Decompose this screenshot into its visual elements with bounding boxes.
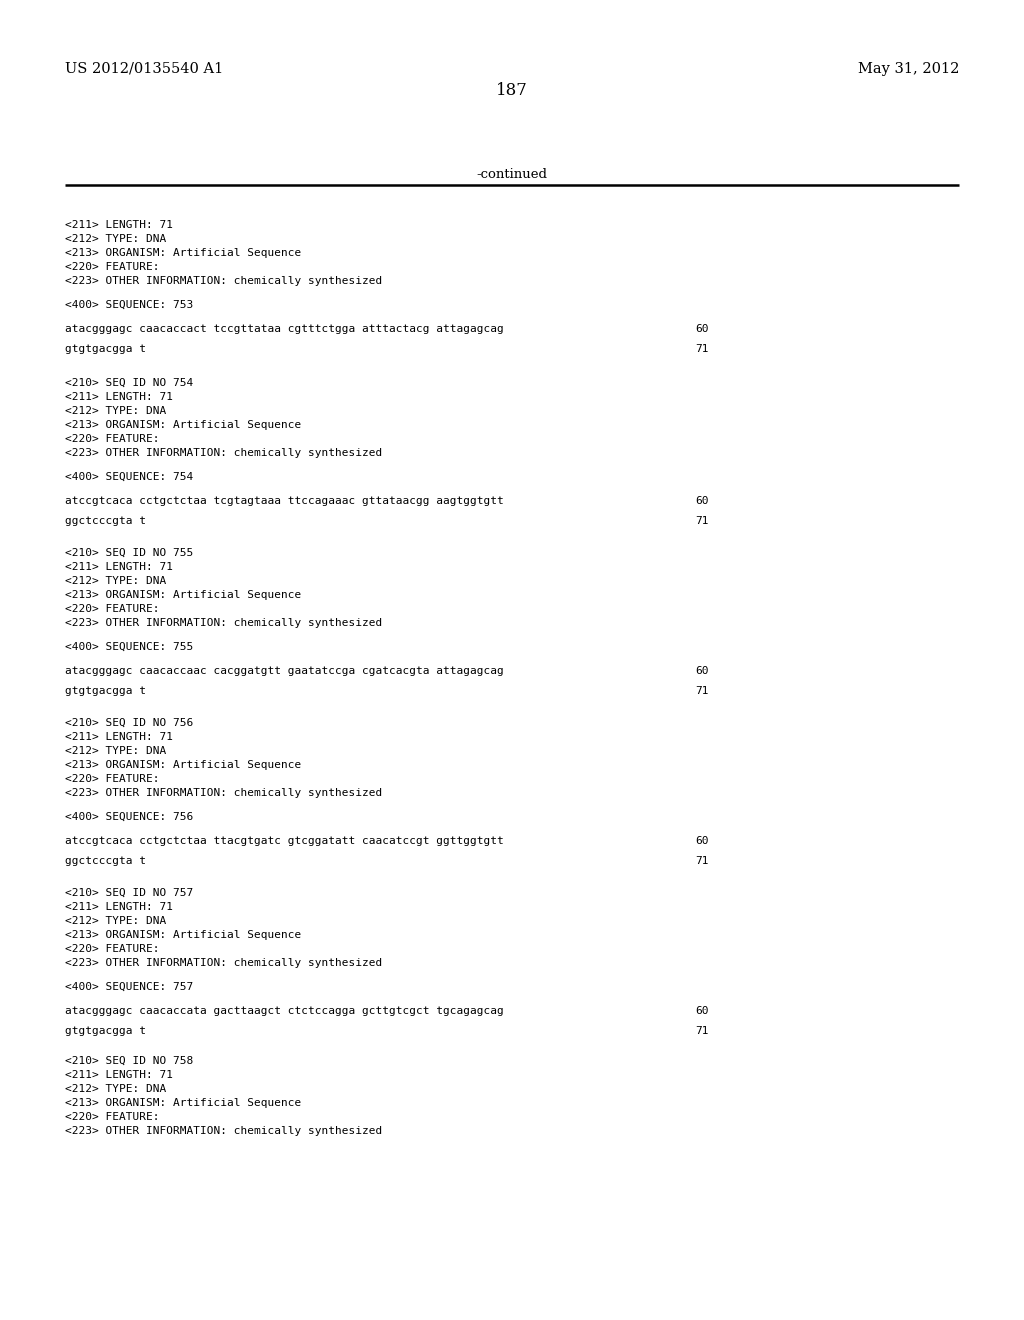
- Text: <220> FEATURE:: <220> FEATURE:: [65, 605, 160, 614]
- Text: <212> TYPE: DNA: <212> TYPE: DNA: [65, 1084, 166, 1094]
- Text: gtgtgacgga t: gtgtgacgga t: [65, 686, 146, 696]
- Text: 71: 71: [695, 855, 709, 866]
- Text: <213> ORGANISM: Artificial Sequence: <213> ORGANISM: Artificial Sequence: [65, 931, 301, 940]
- Text: <213> ORGANISM: Artificial Sequence: <213> ORGANISM: Artificial Sequence: [65, 1098, 301, 1107]
- Text: <223> OTHER INFORMATION: chemically synthesized: <223> OTHER INFORMATION: chemically synt…: [65, 276, 382, 286]
- Text: <210> SEQ ID NO 754: <210> SEQ ID NO 754: [65, 378, 194, 388]
- Text: ggctcccgta t: ggctcccgta t: [65, 855, 146, 866]
- Text: 71: 71: [695, 686, 709, 696]
- Text: <212> TYPE: DNA: <212> TYPE: DNA: [65, 576, 166, 586]
- Text: 71: 71: [695, 345, 709, 354]
- Text: <220> FEATURE:: <220> FEATURE:: [65, 774, 160, 784]
- Text: <212> TYPE: DNA: <212> TYPE: DNA: [65, 746, 166, 756]
- Text: US 2012/0135540 A1: US 2012/0135540 A1: [65, 62, 223, 77]
- Text: <213> ORGANISM: Artificial Sequence: <213> ORGANISM: Artificial Sequence: [65, 420, 301, 430]
- Text: <400> SEQUENCE: 755: <400> SEQUENCE: 755: [65, 642, 194, 652]
- Text: 60: 60: [695, 323, 709, 334]
- Text: <212> TYPE: DNA: <212> TYPE: DNA: [65, 916, 166, 927]
- Text: <212> TYPE: DNA: <212> TYPE: DNA: [65, 407, 166, 416]
- Text: <211> LENGTH: 71: <211> LENGTH: 71: [65, 562, 173, 572]
- Text: <211> LENGTH: 71: <211> LENGTH: 71: [65, 392, 173, 403]
- Text: 187: 187: [496, 82, 528, 99]
- Text: atacgggagc caacaccact tccgttataa cgtttctgga atttactacg attagagcag: atacgggagc caacaccact tccgttataa cgtttct…: [65, 323, 504, 334]
- Text: <220> FEATURE:: <220> FEATURE:: [65, 1111, 160, 1122]
- Text: <220> FEATURE:: <220> FEATURE:: [65, 434, 160, 444]
- Text: <400> SEQUENCE: 757: <400> SEQUENCE: 757: [65, 982, 194, 993]
- Text: May 31, 2012: May 31, 2012: [858, 62, 959, 77]
- Text: <213> ORGANISM: Artificial Sequence: <213> ORGANISM: Artificial Sequence: [65, 248, 301, 257]
- Text: <211> LENGTH: 71: <211> LENGTH: 71: [65, 1071, 173, 1080]
- Text: <210> SEQ ID NO 757: <210> SEQ ID NO 757: [65, 888, 194, 898]
- Text: <213> ORGANISM: Artificial Sequence: <213> ORGANISM: Artificial Sequence: [65, 590, 301, 601]
- Text: <213> ORGANISM: Artificial Sequence: <213> ORGANISM: Artificial Sequence: [65, 760, 301, 770]
- Text: <220> FEATURE:: <220> FEATURE:: [65, 944, 160, 954]
- Text: atacgggagc caacaccata gacttaagct ctctccagga gcttgtcgct tgcagagcag: atacgggagc caacaccata gacttaagct ctctcca…: [65, 1006, 504, 1016]
- Text: <210> SEQ ID NO 756: <210> SEQ ID NO 756: [65, 718, 194, 729]
- Text: <210> SEQ ID NO 758: <210> SEQ ID NO 758: [65, 1056, 194, 1067]
- Text: <400> SEQUENCE: 753: <400> SEQUENCE: 753: [65, 300, 194, 310]
- Text: <223> OTHER INFORMATION: chemically synthesized: <223> OTHER INFORMATION: chemically synt…: [65, 447, 382, 458]
- Text: 71: 71: [695, 1026, 709, 1036]
- Text: <211> LENGTH: 71: <211> LENGTH: 71: [65, 733, 173, 742]
- Text: atccgtcaca cctgctctaa ttacgtgatc gtcggatatt caacatccgt ggttggtgtt: atccgtcaca cctgctctaa ttacgtgatc gtcggat…: [65, 836, 504, 846]
- Text: gtgtgacgga t: gtgtgacgga t: [65, 345, 146, 354]
- Text: <400> SEQUENCE: 756: <400> SEQUENCE: 756: [65, 812, 194, 822]
- Text: atccgtcaca cctgctctaa tcgtagtaaa ttccagaaac gttataacgg aagtggtgtt: atccgtcaca cctgctctaa tcgtagtaaa ttccaga…: [65, 496, 504, 506]
- Text: <210> SEQ ID NO 755: <210> SEQ ID NO 755: [65, 548, 194, 558]
- Text: atacgggagc caacaccaac cacggatgtt gaatatccga cgatcacgta attagagcag: atacgggagc caacaccaac cacggatgtt gaatatc…: [65, 667, 504, 676]
- Text: <220> FEATURE:: <220> FEATURE:: [65, 261, 160, 272]
- Text: gtgtgacgga t: gtgtgacgga t: [65, 1026, 146, 1036]
- Text: -continued: -continued: [476, 168, 548, 181]
- Text: <211> LENGTH: 71: <211> LENGTH: 71: [65, 902, 173, 912]
- Text: <400> SEQUENCE: 754: <400> SEQUENCE: 754: [65, 473, 194, 482]
- Text: <212> TYPE: DNA: <212> TYPE: DNA: [65, 234, 166, 244]
- Text: 60: 60: [695, 496, 709, 506]
- Text: <223> OTHER INFORMATION: chemically synthesized: <223> OTHER INFORMATION: chemically synt…: [65, 958, 382, 968]
- Text: <223> OTHER INFORMATION: chemically synthesized: <223> OTHER INFORMATION: chemically synt…: [65, 1126, 382, 1137]
- Text: 60: 60: [695, 1006, 709, 1016]
- Text: ggctcccgta t: ggctcccgta t: [65, 516, 146, 525]
- Text: <211> LENGTH: 71: <211> LENGTH: 71: [65, 220, 173, 230]
- Text: 60: 60: [695, 667, 709, 676]
- Text: <223> OTHER INFORMATION: chemically synthesized: <223> OTHER INFORMATION: chemically synt…: [65, 788, 382, 799]
- Text: 60: 60: [695, 836, 709, 846]
- Text: 71: 71: [695, 516, 709, 525]
- Text: <223> OTHER INFORMATION: chemically synthesized: <223> OTHER INFORMATION: chemically synt…: [65, 618, 382, 628]
